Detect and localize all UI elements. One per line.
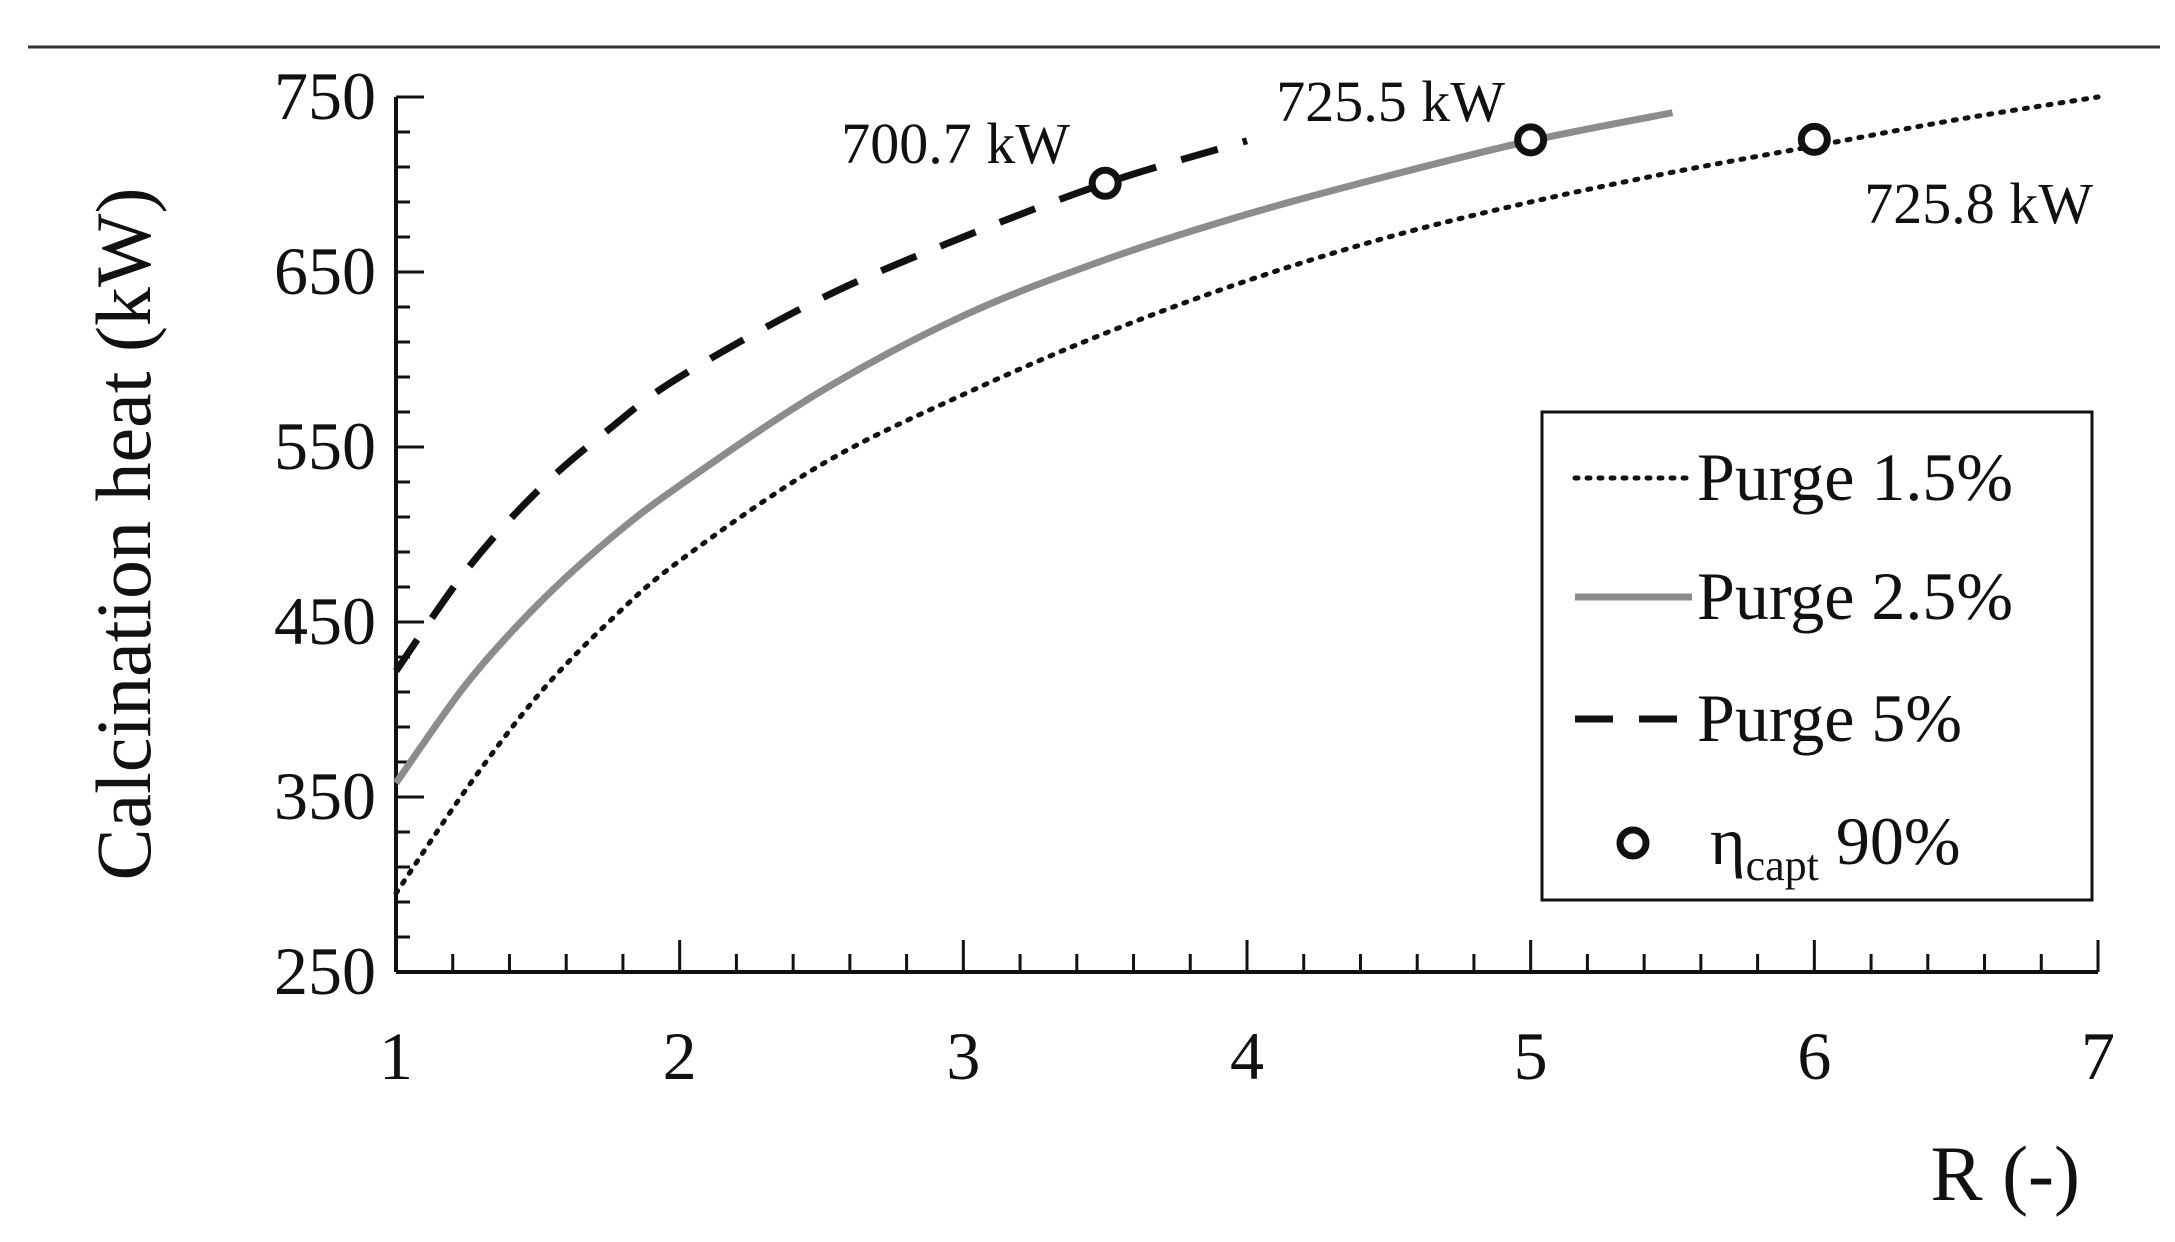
x-tick-label: 6 <box>1797 1018 1831 1094</box>
y-tick-label: 550 <box>274 408 376 484</box>
marker-layer <box>1088 122 1831 200</box>
series-line-purge-2-5 <box>393 109 1674 786</box>
x-tick-label: 3 <box>946 1018 980 1094</box>
y-axis-title: Calcination heat (kW) <box>80 187 167 880</box>
x-axis-title: R (-) <box>1931 1130 2080 1217</box>
legend-label-purge-5: Purge 5% <box>1697 680 1962 756</box>
x-tick-label: 7 <box>2081 1018 2115 1094</box>
series-line-purge-1-5 <box>393 94 2101 896</box>
y-tick-label: 250 <box>274 933 376 1009</box>
capture-marker <box>1797 122 1831 156</box>
y-tick-label: 650 <box>274 233 376 309</box>
legend: Purge 1.5% Purge 2.5% Purge 5% ηcapt 90% <box>1540 410 2094 902</box>
y-tick-label: 750 <box>274 58 376 134</box>
annotation-label: 725.8 kW <box>1864 171 2093 236</box>
y-tick-label: 450 <box>274 583 376 659</box>
legend-label-purge-2-5: Purge 2.5% <box>1697 558 2013 634</box>
legend-label-purge-1-5: Purge 1.5% <box>1697 439 2013 515</box>
legend-box <box>1540 410 2094 902</box>
annotations: 700.7 kW 725.5 kW 725.8 kW <box>841 69 2093 236</box>
legend-label-capture: ηcapt 90% <box>1710 803 1961 890</box>
x-tick-label: 4 <box>1230 1018 1264 1094</box>
annotation-label: 700.7 kW <box>841 111 1070 176</box>
legend-label-capture-rest: 90% <box>1819 803 1961 879</box>
legend-swatch-capture-marker <box>1616 826 1650 860</box>
legend-label-capture-sub: capt <box>1746 841 1819 890</box>
x-tick-label: 5 <box>1514 1018 1548 1094</box>
capture-marker <box>1088 166 1122 200</box>
annotation-label: 725.5 kW <box>1276 69 1505 134</box>
x-tick-label: 2 <box>663 1018 697 1094</box>
legend-label-capture-eta: η <box>1710 803 1746 879</box>
axes: 1 2 3 4 5 6 7 250 350 450 550 650 750 <box>274 58 2115 1094</box>
y-tick-label: 350 <box>274 758 376 834</box>
x-tick-label: 1 <box>379 1018 413 1094</box>
series-layer <box>393 94 2101 896</box>
capture-marker <box>1514 123 1548 157</box>
series-line-purge-5 <box>393 137 1249 674</box>
